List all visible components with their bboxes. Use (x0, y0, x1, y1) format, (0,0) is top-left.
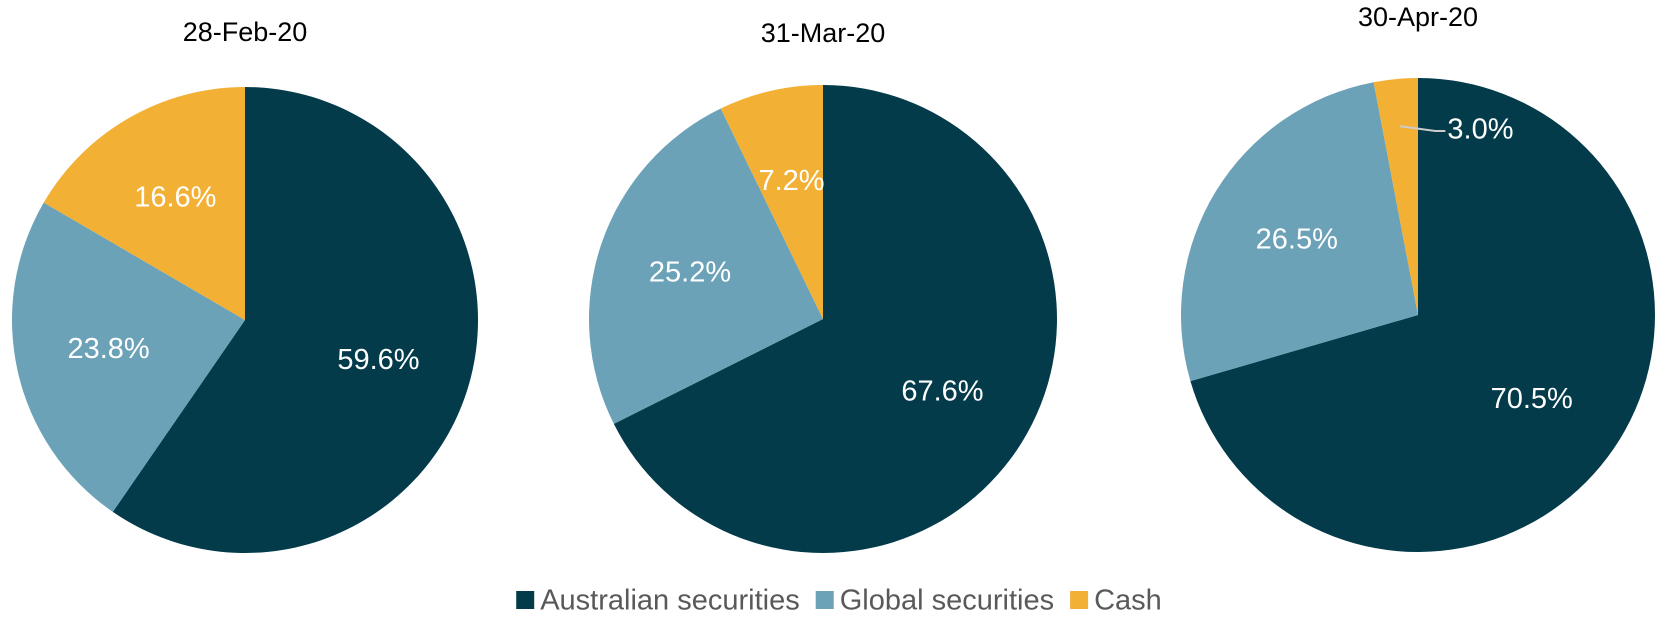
chart-title: 28-Feb-20 (183, 17, 308, 47)
legend-swatch (516, 591, 535, 609)
data-label: 59.6% (337, 344, 419, 376)
data-label: 16.6% (134, 181, 216, 213)
legend-label: Australian securities (540, 585, 800, 617)
data-label: 67.6% (901, 375, 983, 407)
pie-slice (112, 87, 479, 554)
data-label: 26.5% (1256, 223, 1338, 255)
pie-slice (12, 202, 246, 512)
data-label: 3.0% (1447, 114, 1513, 146)
leader-line (1400, 125, 1446, 132)
legend-label: Cash (1094, 585, 1162, 617)
legend-swatch (1070, 591, 1089, 609)
legend-label: Global securities (840, 585, 1054, 617)
legend-swatch (815, 591, 834, 609)
chart-title: 31-Mar-20 (761, 18, 886, 48)
chart-title: 30-Apr-20 (1358, 2, 1478, 32)
pie-slice (589, 108, 823, 424)
data-label: 23.8% (67, 333, 149, 365)
data-label: 7.2% (758, 165, 824, 197)
pie-slice (1181, 82, 1418, 382)
pie-slice (720, 85, 823, 319)
legend: Australian securities Global securities Ca… (516, 585, 1162, 617)
pie-slice (1190, 78, 1655, 552)
pie-slice (1373, 78, 1418, 315)
data-label: 25.2% (649, 257, 731, 289)
data-label: 70.5% (1491, 383, 1573, 415)
pie-slice (613, 85, 1058, 553)
pie-slice (43, 87, 246, 320)
